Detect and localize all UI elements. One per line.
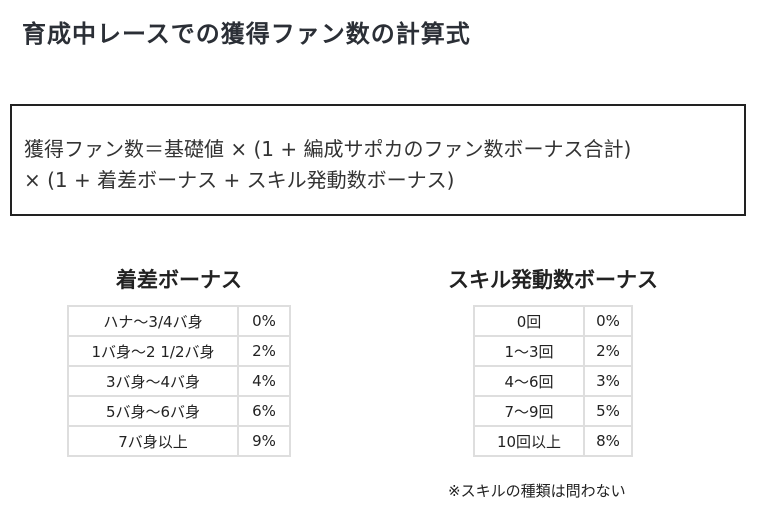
table-row: 5バ身～6バ身 6% [67, 395, 291, 427]
formula-line-1: 獲得ファン数＝基礎値 × (1 + 編成サポカのファン数ボーナス合計) [24, 137, 632, 161]
skill-value-cell: 0% [583, 305, 633, 337]
page-title: 育成中レースでの獲得ファン数の計算式 [22, 20, 471, 48]
margin-label-cell: 3バ身～4バ身 [67, 365, 239, 397]
skill-value-cell: 8% [583, 425, 633, 457]
table-row: 0回 0% [473, 305, 633, 337]
table-row: ハナ～3/4バ身 0% [67, 305, 291, 337]
skill-bonus-table: 0回 0% 1～3回 2% 4～6回 3% 7～9回 5% 10回以上 8% [473, 305, 633, 457]
table-row: 7～9回 5% [473, 395, 633, 427]
margin-value-cell: 4% [237, 365, 291, 397]
margin-label-cell: ハナ～3/4バ身 [67, 305, 239, 337]
margin-value-cell: 0% [237, 305, 291, 337]
skill-label-cell: 1～3回 [473, 335, 585, 367]
table-row: 7バ身以上 9% [67, 425, 291, 457]
skill-value-cell: 5% [583, 395, 633, 427]
skill-bonus-note: ※スキルの種類は問わない [448, 482, 626, 500]
table-row: 10回以上 8% [473, 425, 633, 457]
table-row: 1バ身～2 1/2バ身 2% [67, 335, 291, 367]
skill-bonus-title: スキル発動数ボーナス [448, 268, 658, 292]
table-row: 4～6回 3% [473, 365, 633, 397]
skill-label-cell: 4～6回 [473, 365, 585, 397]
table-row: 3バ身～4バ身 4% [67, 365, 291, 397]
skill-label-cell: 7～9回 [473, 395, 585, 427]
margin-value-cell: 2% [237, 335, 291, 367]
table-row: 1～3回 2% [473, 335, 633, 367]
skill-label-cell: 0回 [473, 305, 585, 337]
skill-label-cell: 10回以上 [473, 425, 585, 457]
margin-value-cell: 6% [237, 395, 291, 427]
formula-box: 獲得ファン数＝基礎値 × (1 + 編成サポカのファン数ボーナス合計) × (1… [10, 104, 746, 216]
margin-label-cell: 7バ身以上 [67, 425, 239, 457]
margin-label-cell: 1バ身～2 1/2バ身 [67, 335, 239, 367]
margin-value-cell: 9% [237, 425, 291, 457]
margin-bonus-table: ハナ～3/4バ身 0% 1バ身～2 1/2バ身 2% 3バ身～4バ身 4% 5バ… [67, 305, 291, 457]
skill-value-cell: 3% [583, 365, 633, 397]
formula-line-2: × (1 + 着差ボーナス + スキル発動数ボーナス) [24, 168, 455, 192]
margin-bonus-title: 着差ボーナス [116, 268, 242, 292]
margin-label-cell: 5バ身～6バ身 [67, 395, 239, 427]
skill-value-cell: 2% [583, 335, 633, 367]
